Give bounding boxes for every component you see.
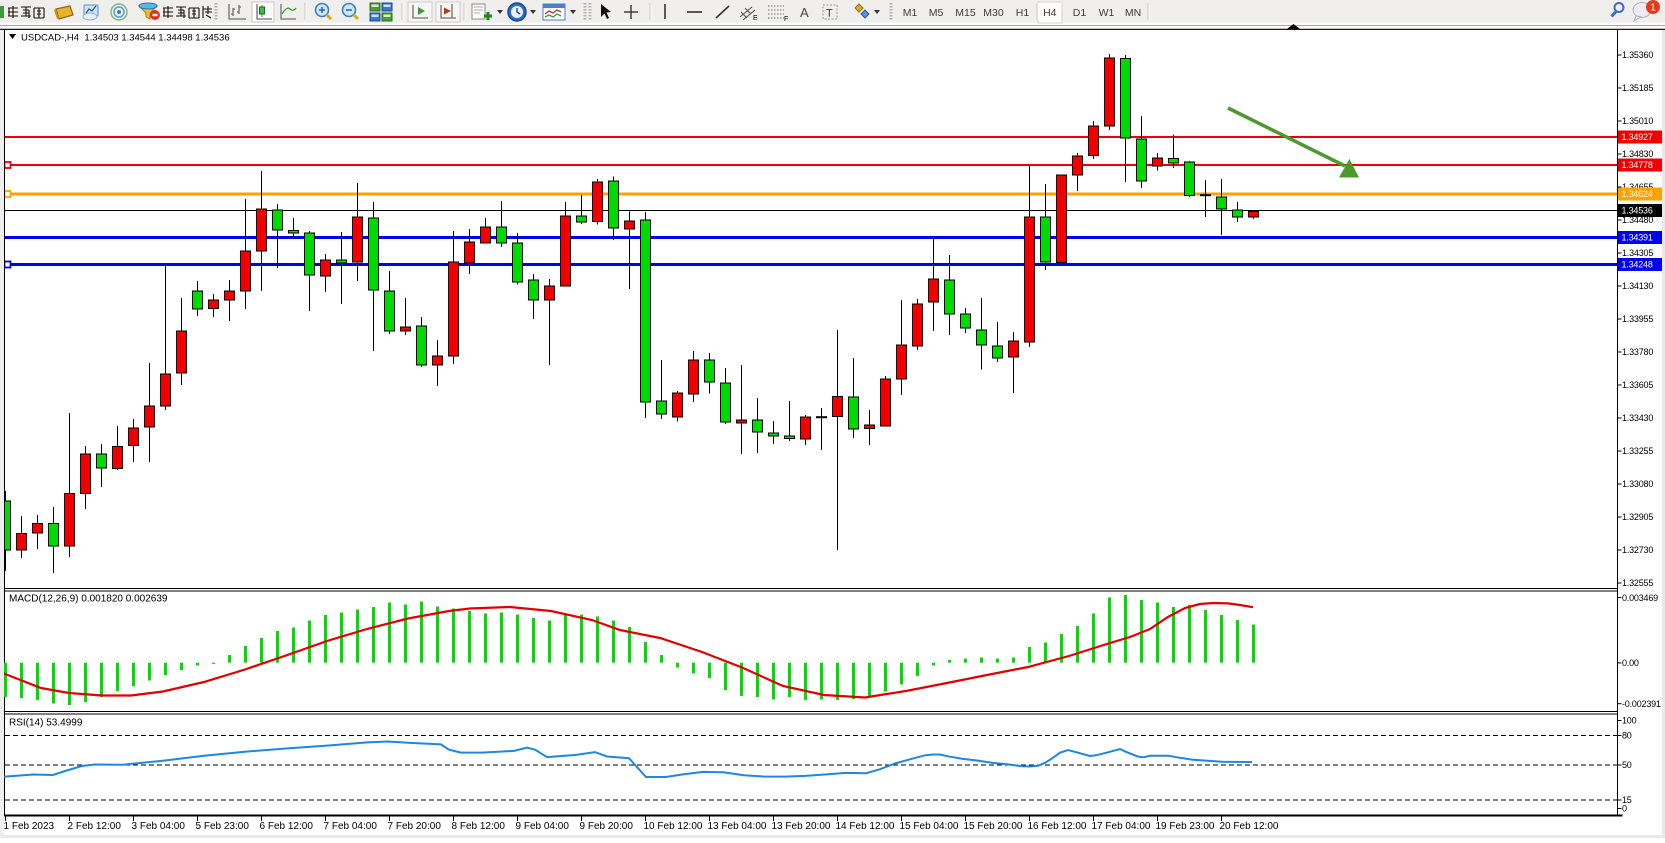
svg-text:6 Feb 12:00: 6 Feb 12:00	[260, 821, 314, 832]
svg-text:8 Feb 12:00: 8 Feb 12:00	[452, 821, 506, 832]
svg-text:M15: M15	[955, 7, 976, 19]
svg-text:1.34778: 1.34778	[1622, 160, 1653, 170]
svg-text:100: 100	[1622, 716, 1637, 726]
svg-text:1.34927: 1.34927	[1622, 132, 1653, 142]
svg-text:M1: M1	[903, 7, 918, 19]
svg-text:1.34830: 1.34830	[1622, 149, 1653, 159]
svg-text:1.33430: 1.33430	[1622, 413, 1653, 423]
svg-text:1.34305: 1.34305	[1622, 248, 1653, 258]
svg-text:5 Feb 23:00: 5 Feb 23:00	[196, 821, 250, 832]
svg-text:T: T	[826, 8, 833, 20]
svg-text:1.33255: 1.33255	[1622, 446, 1653, 456]
svg-text:1.33780: 1.33780	[1622, 347, 1653, 357]
svg-text:0: 0	[1622, 804, 1627, 814]
svg-text:15 Feb 20:00: 15 Feb 20:00	[964, 821, 1023, 832]
svg-text:A: A	[800, 5, 809, 20]
svg-text:1: 1	[1650, 3, 1656, 14]
svg-text:1.34248: 1.34248	[1622, 260, 1653, 270]
svg-text:14 Feb 12:00: 14 Feb 12:00	[836, 821, 895, 832]
svg-text:H1: H1	[1016, 7, 1030, 19]
svg-text:80: 80	[1622, 731, 1632, 741]
svg-text:50: 50	[1622, 760, 1632, 770]
svg-text:F: F	[784, 16, 788, 23]
svg-text:1.32555: 1.32555	[1622, 578, 1653, 588]
svg-text:2 Feb 12:00: 2 Feb 12:00	[68, 821, 122, 832]
svg-text:19 Feb 23:00: 19 Feb 23:00	[1156, 821, 1215, 832]
svg-text:E: E	[753, 15, 758, 22]
svg-text:15: 15	[1622, 795, 1632, 805]
svg-text:RSI(14) 53.4999: RSI(14) 53.4999	[9, 718, 83, 729]
svg-text:1.35010: 1.35010	[1622, 116, 1653, 126]
svg-text:1.34624: 1.34624	[1622, 189, 1653, 199]
svg-text:13 Feb 04:00: 13 Feb 04:00	[708, 821, 767, 832]
svg-text:7 Feb 20:00: 7 Feb 20:00	[388, 821, 442, 832]
svg-text:1.32730: 1.32730	[1622, 545, 1653, 555]
svg-text:1.33080: 1.33080	[1622, 479, 1653, 489]
svg-text:17 Feb 04:00: 17 Feb 04:00	[1092, 821, 1151, 832]
svg-text:1.34655: 1.34655	[1622, 182, 1653, 192]
svg-text:15 Feb 04:00: 15 Feb 04:00	[900, 821, 959, 832]
svg-text:1.32905: 1.32905	[1622, 512, 1653, 522]
svg-text:1.35360: 1.35360	[1622, 50, 1653, 60]
svg-text:3 Feb 04:00: 3 Feb 04:00	[132, 821, 186, 832]
svg-text:H4: H4	[1043, 7, 1057, 19]
svg-text:MACD(12,26,9) 0.001820 0.00263: MACD(12,26,9) 0.001820 0.002639	[9, 594, 168, 605]
svg-text:10 Feb 12:00: 10 Feb 12:00	[644, 821, 703, 832]
svg-text:7 Feb 04:00: 7 Feb 04:00	[324, 821, 378, 832]
svg-text:1.33955: 1.33955	[1622, 314, 1653, 324]
svg-text:1.34480: 1.34480	[1622, 215, 1653, 225]
svg-text:9 Feb 20:00: 9 Feb 20:00	[580, 821, 634, 832]
svg-text:20 Feb 12:00: 20 Feb 12:00	[1220, 821, 1279, 832]
svg-text:1.34130: 1.34130	[1622, 281, 1653, 291]
svg-text:1.34391: 1.34391	[1622, 233, 1653, 243]
svg-text:USDCAD-,H4 1.34503 1.34544 1.: USDCAD-,H4 1.34503 1.34544 1.34498 1.345…	[21, 33, 230, 44]
svg-text:0.00: 0.00	[1622, 658, 1639, 668]
svg-text:M30: M30	[983, 7, 1004, 19]
svg-text:1.34536: 1.34536	[1622, 206, 1653, 216]
svg-text:-0.002391: -0.002391	[1622, 699, 1661, 709]
svg-text:M5: M5	[929, 7, 944, 19]
svg-text:W1: W1	[1099, 7, 1115, 19]
svg-text:1.35185: 1.35185	[1622, 83, 1653, 93]
svg-text:1.33605: 1.33605	[1622, 380, 1653, 390]
svg-text:MN: MN	[1125, 7, 1141, 19]
svg-text:1 Feb 2023: 1 Feb 2023	[4, 821, 55, 832]
svg-text:0.003469: 0.003469	[1622, 593, 1658, 603]
svg-text:D1: D1	[1073, 7, 1087, 19]
svg-text:9 Feb 04:00: 9 Feb 04:00	[516, 821, 570, 832]
svg-text:16 Feb 12:00: 16 Feb 12:00	[1028, 821, 1087, 832]
svg-text:13 Feb 20:00: 13 Feb 20:00	[772, 821, 831, 832]
